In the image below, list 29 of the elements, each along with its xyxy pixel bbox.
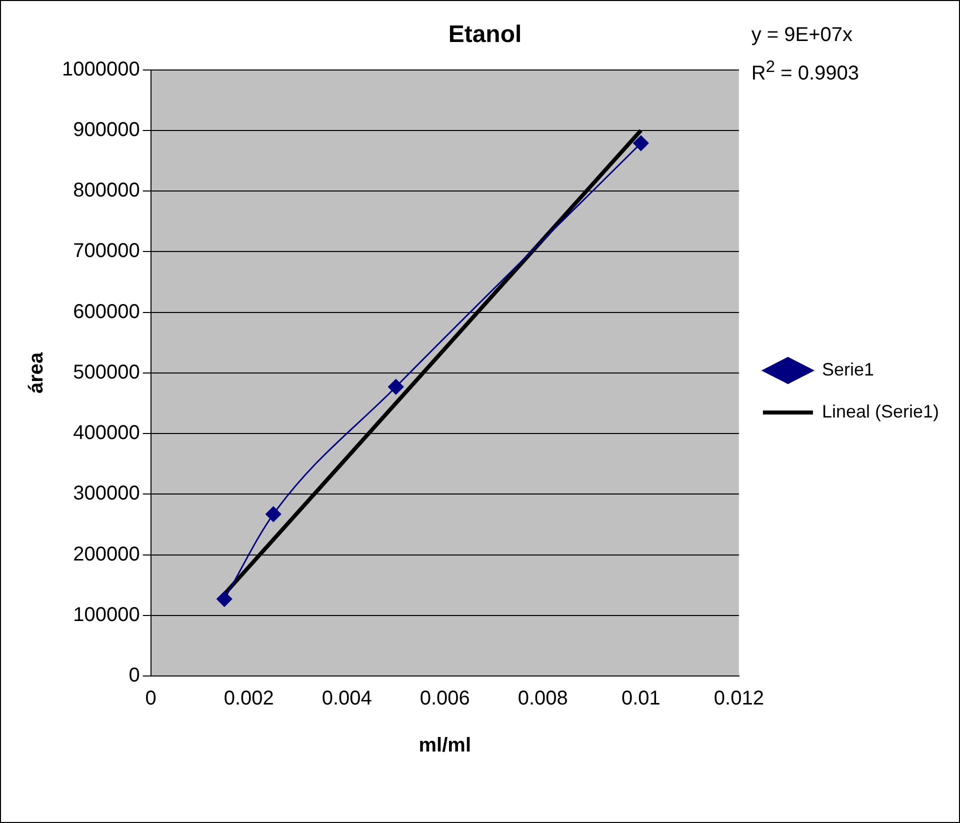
x-tick-label: 0.006	[420, 688, 470, 710]
y-tick-label: 600000	[73, 300, 140, 323]
chart-title: Etanol	[448, 21, 522, 48]
x-tick-label: 0.004	[322, 688, 372, 710]
y-tick-label: 200000	[73, 543, 140, 566]
x-tick-label: 0.002	[224, 688, 274, 710]
legend-label: Serie1	[822, 359, 874, 380]
y-tick-label: 800000	[73, 180, 140, 202]
y-tick-label: 900000	[73, 118, 140, 141]
y-axis-title: área	[26, 351, 48, 394]
y-tick-label: 100000	[73, 604, 140, 626]
text: y = 9E+07x	[751, 23, 854, 48]
y-tick-label: 700000	[73, 240, 140, 262]
point	[388, 379, 404, 395]
x-tick-label: 0.01	[621, 688, 660, 710]
x-tick-label: 0	[145, 688, 156, 710]
text: R$^{2}$ = 0.9903	[751, 56, 859, 87]
point	[216, 591, 232, 607]
x-tick-label: 0.012	[714, 688, 764, 710]
legend-label: Lineal (Serie1)	[822, 401, 939, 422]
y-tick-label: 0	[128, 664, 140, 687]
y-tick-label: 500000	[73, 361, 140, 384]
point	[266, 506, 282, 522]
point	[633, 135, 649, 151]
y-tick-label: 1000000	[62, 58, 140, 80]
y-tick-label: 400000	[73, 422, 140, 444]
x-axis-title: ml/ml	[418, 734, 472, 757]
y-tick-label: 300000	[73, 482, 140, 505]
x-tick-label: 0.008	[518, 688, 568, 710]
